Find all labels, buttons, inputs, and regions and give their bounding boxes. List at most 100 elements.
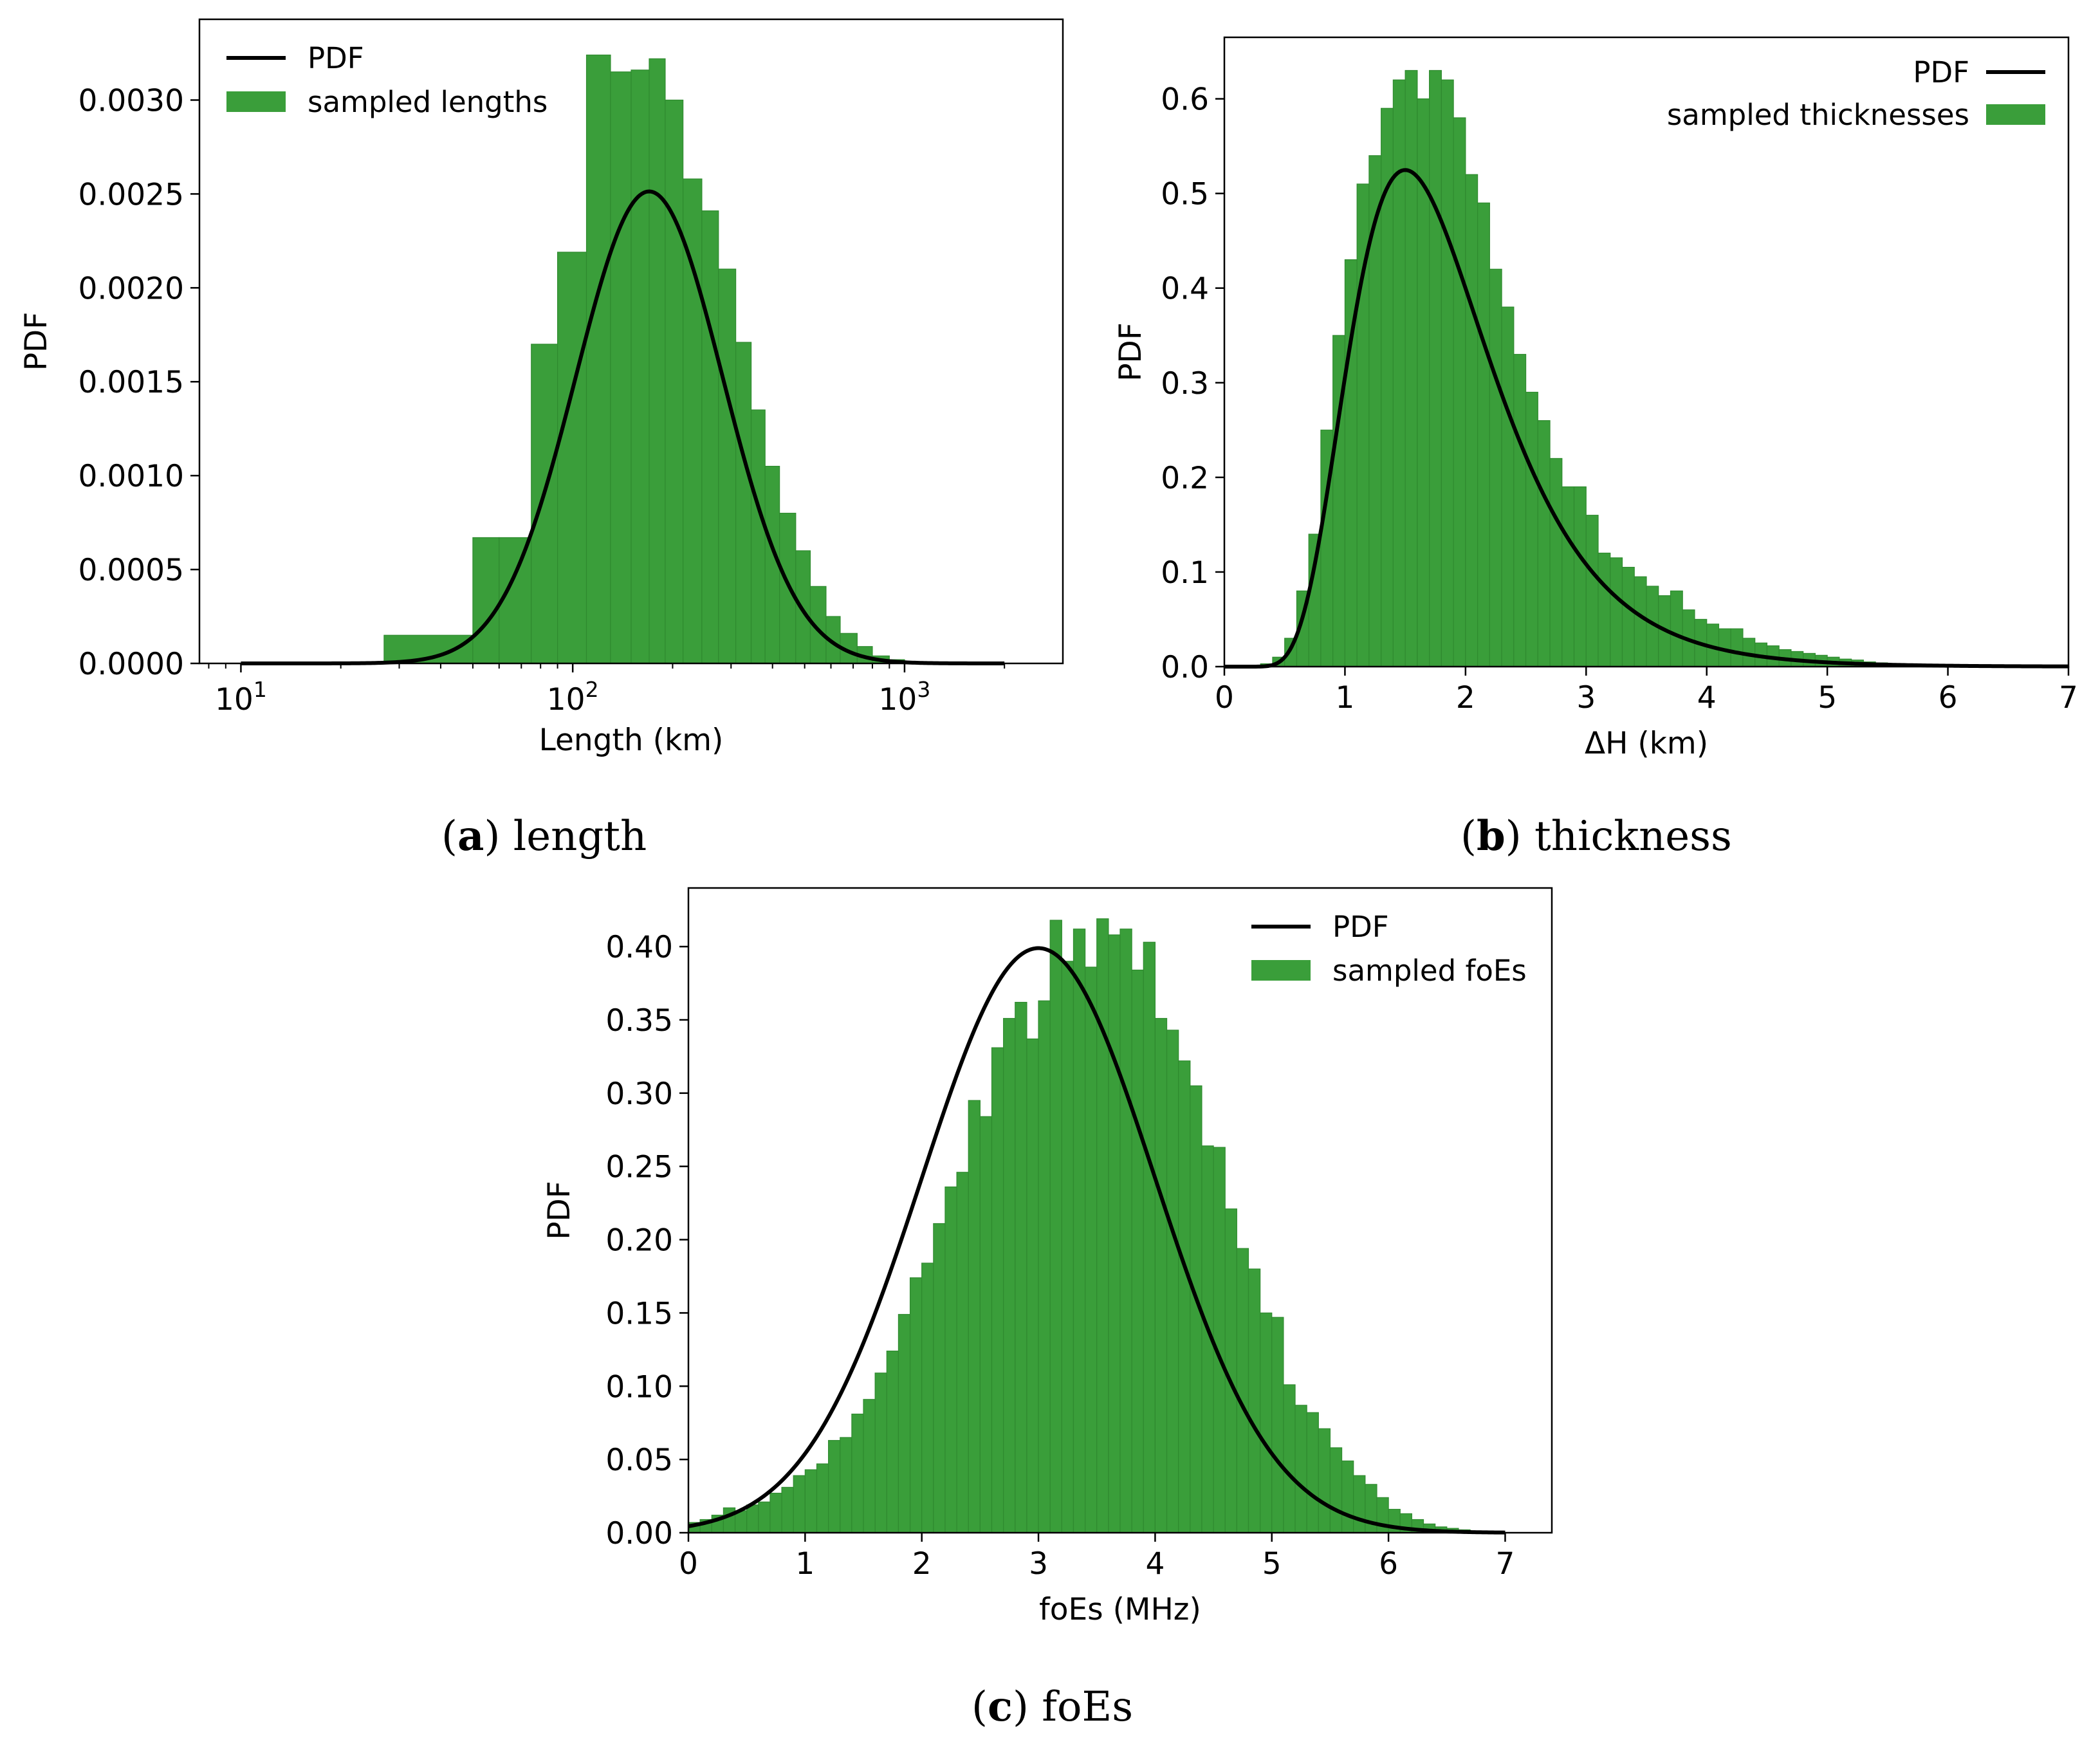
legend-bars-label-c: sampled foEs [1332,954,1527,988]
xtick-label-b-0: 0 [1215,680,1234,716]
bar-c-39 [1143,941,1156,1533]
bar-c-5 [746,1504,759,1533]
legend-bars-label-b: sampled thicknesses [1667,98,1969,132]
xtick-label-c-3: 3 [1029,1546,1048,1582]
bar-c-37 [1119,929,1132,1533]
bar-b-29 [1610,557,1623,667]
bar-c-27 [1003,1018,1016,1533]
bar-b-11 [1392,79,1406,667]
bar-b-24 [1549,458,1563,667]
xtick-label-a-1: 102 [547,677,599,717]
bar-a-5 [585,54,611,664]
bar-c-48 [1248,1268,1261,1533]
bar-a-3 [531,344,558,664]
bar-b-16 [1453,117,1466,667]
bars-a [383,54,905,664]
axes-frame-b [1223,36,2070,668]
xtick-label-b-2: 2 [1456,680,1475,716]
xtick-label-c-1: 1 [795,1546,815,1582]
bar-a-10 [683,178,703,664]
bar-c-18 [898,1314,911,1533]
ytick-label-c-2: 0.10 [605,1369,673,1405]
xtick-label-b-7: 7 [2059,680,2078,716]
bar-c-57 [1353,1475,1366,1533]
bar-c-29 [1026,1038,1039,1533]
ytick-label-c-1: 0.05 [605,1443,673,1478]
xtick-label-c-7: 7 [1496,1546,1515,1582]
ytick-label-c-0: 0.00 [605,1516,673,1551]
ytick-label-a-5: 0.0025 [78,177,184,212]
chart-c: 0.00 0.05 0.10 0.15 0.20 0.25 0.30 0.35 0.40 0 1 2 3… [542,887,1553,1627]
bar-b-20 [1501,306,1515,667]
bar-c-42 [1178,1060,1191,1533]
bar-c-30 [1038,1000,1051,1533]
ytick-label-c-8: 0.40 [605,930,673,965]
bar-c-13 [840,1437,852,1533]
ytick-label-c-6: 0.30 [605,1077,673,1112]
bar-c-26 [991,1047,1004,1533]
legend-b: PDF sampled thicknesses [1667,55,2045,132]
ytick-label-a-6: 0.0030 [78,83,184,118]
axes-frame-c [687,887,1553,1534]
bar-b-39 [1730,628,1744,667]
ytick-label-b-5: 0.5 [1161,177,1209,212]
bar-b-19 [1489,268,1502,667]
bar-b-28 [1598,552,1611,667]
legend-a: PDF sampled lengths [226,41,548,119]
bar-c-55 [1329,1447,1343,1533]
ytick-label-b-0: 0.0 [1161,650,1209,685]
caption-b: (b) thickness [1460,812,1732,860]
pdf-line-c [688,946,1506,1535]
chart-b: 0.00.10.20.30.40.50.60 1 2 3 4 5 6 7ΔH (km)PDFP… [1113,36,2078,761]
xtick-label-c-2: 2 [912,1546,932,1582]
ytick-label-b-1: 0.1 [1161,555,1209,591]
bar-c-14 [851,1413,864,1533]
bar-a-9 [665,99,684,664]
bar-b-26 [1573,486,1587,667]
bar-b-34 [1670,590,1683,667]
bar-c-8 [781,1486,794,1533]
bar-c-7 [769,1492,782,1533]
bar-c-10 [804,1469,818,1533]
bar-c-33 [1073,929,1086,1533]
ytick-label-c-3: 0.15 [605,1296,673,1331]
bar-b-14 [1429,69,1442,667]
bars-b [1260,69,1937,667]
xtick-label-b-3: 3 [1576,680,1596,716]
bar-c-12 [828,1439,841,1533]
bar-a-13 [735,342,752,664]
ytick-label-a-0: 0.0000 [78,647,184,682]
bar-c-9 [793,1475,806,1533]
ytick-label-b-2: 0.2 [1161,461,1209,496]
bar-c-23 [956,1172,969,1533]
ytick-label-a-3: 0.0015 [78,365,184,400]
xtick-label-b-1: 1 [1335,680,1354,716]
bar-c-15 [863,1399,876,1533]
bar-a-14 [750,409,766,664]
legend-bars-swatch-c [1251,960,1311,981]
bar-c-35 [1096,918,1109,1533]
bar-c-53 [1306,1412,1319,1533]
caption-c: (c) foEs [972,1683,1134,1731]
bar-b-22 [1525,391,1538,667]
bar-b-12 [1405,69,1418,667]
xlabel-a: Length (km) [539,723,724,758]
xtick-label-c-5: 5 [1262,1546,1282,1582]
legend-line-label-c: PDF [1332,910,1389,944]
ytick-label-a-4: 0.0020 [78,271,184,306]
bar-b-15 [1441,79,1454,667]
bar-a-2 [499,537,532,664]
bar-c-45 [1213,1147,1226,1533]
bar-a-12 [718,268,737,664]
legend-bars-label-a: sampled lengths [308,85,548,119]
bar-c-54 [1318,1428,1331,1533]
ylabel-a: PDF [19,312,54,371]
caption-a: (a) length [441,812,647,860]
bar-a-6 [610,71,632,664]
bar-b-23 [1537,420,1551,667]
bar-c-49 [1260,1312,1273,1533]
ytick-label-c-7: 0.35 [605,1003,673,1039]
bar-b-30 [1621,566,1635,667]
xtick-label-b-5: 5 [1818,680,1837,716]
